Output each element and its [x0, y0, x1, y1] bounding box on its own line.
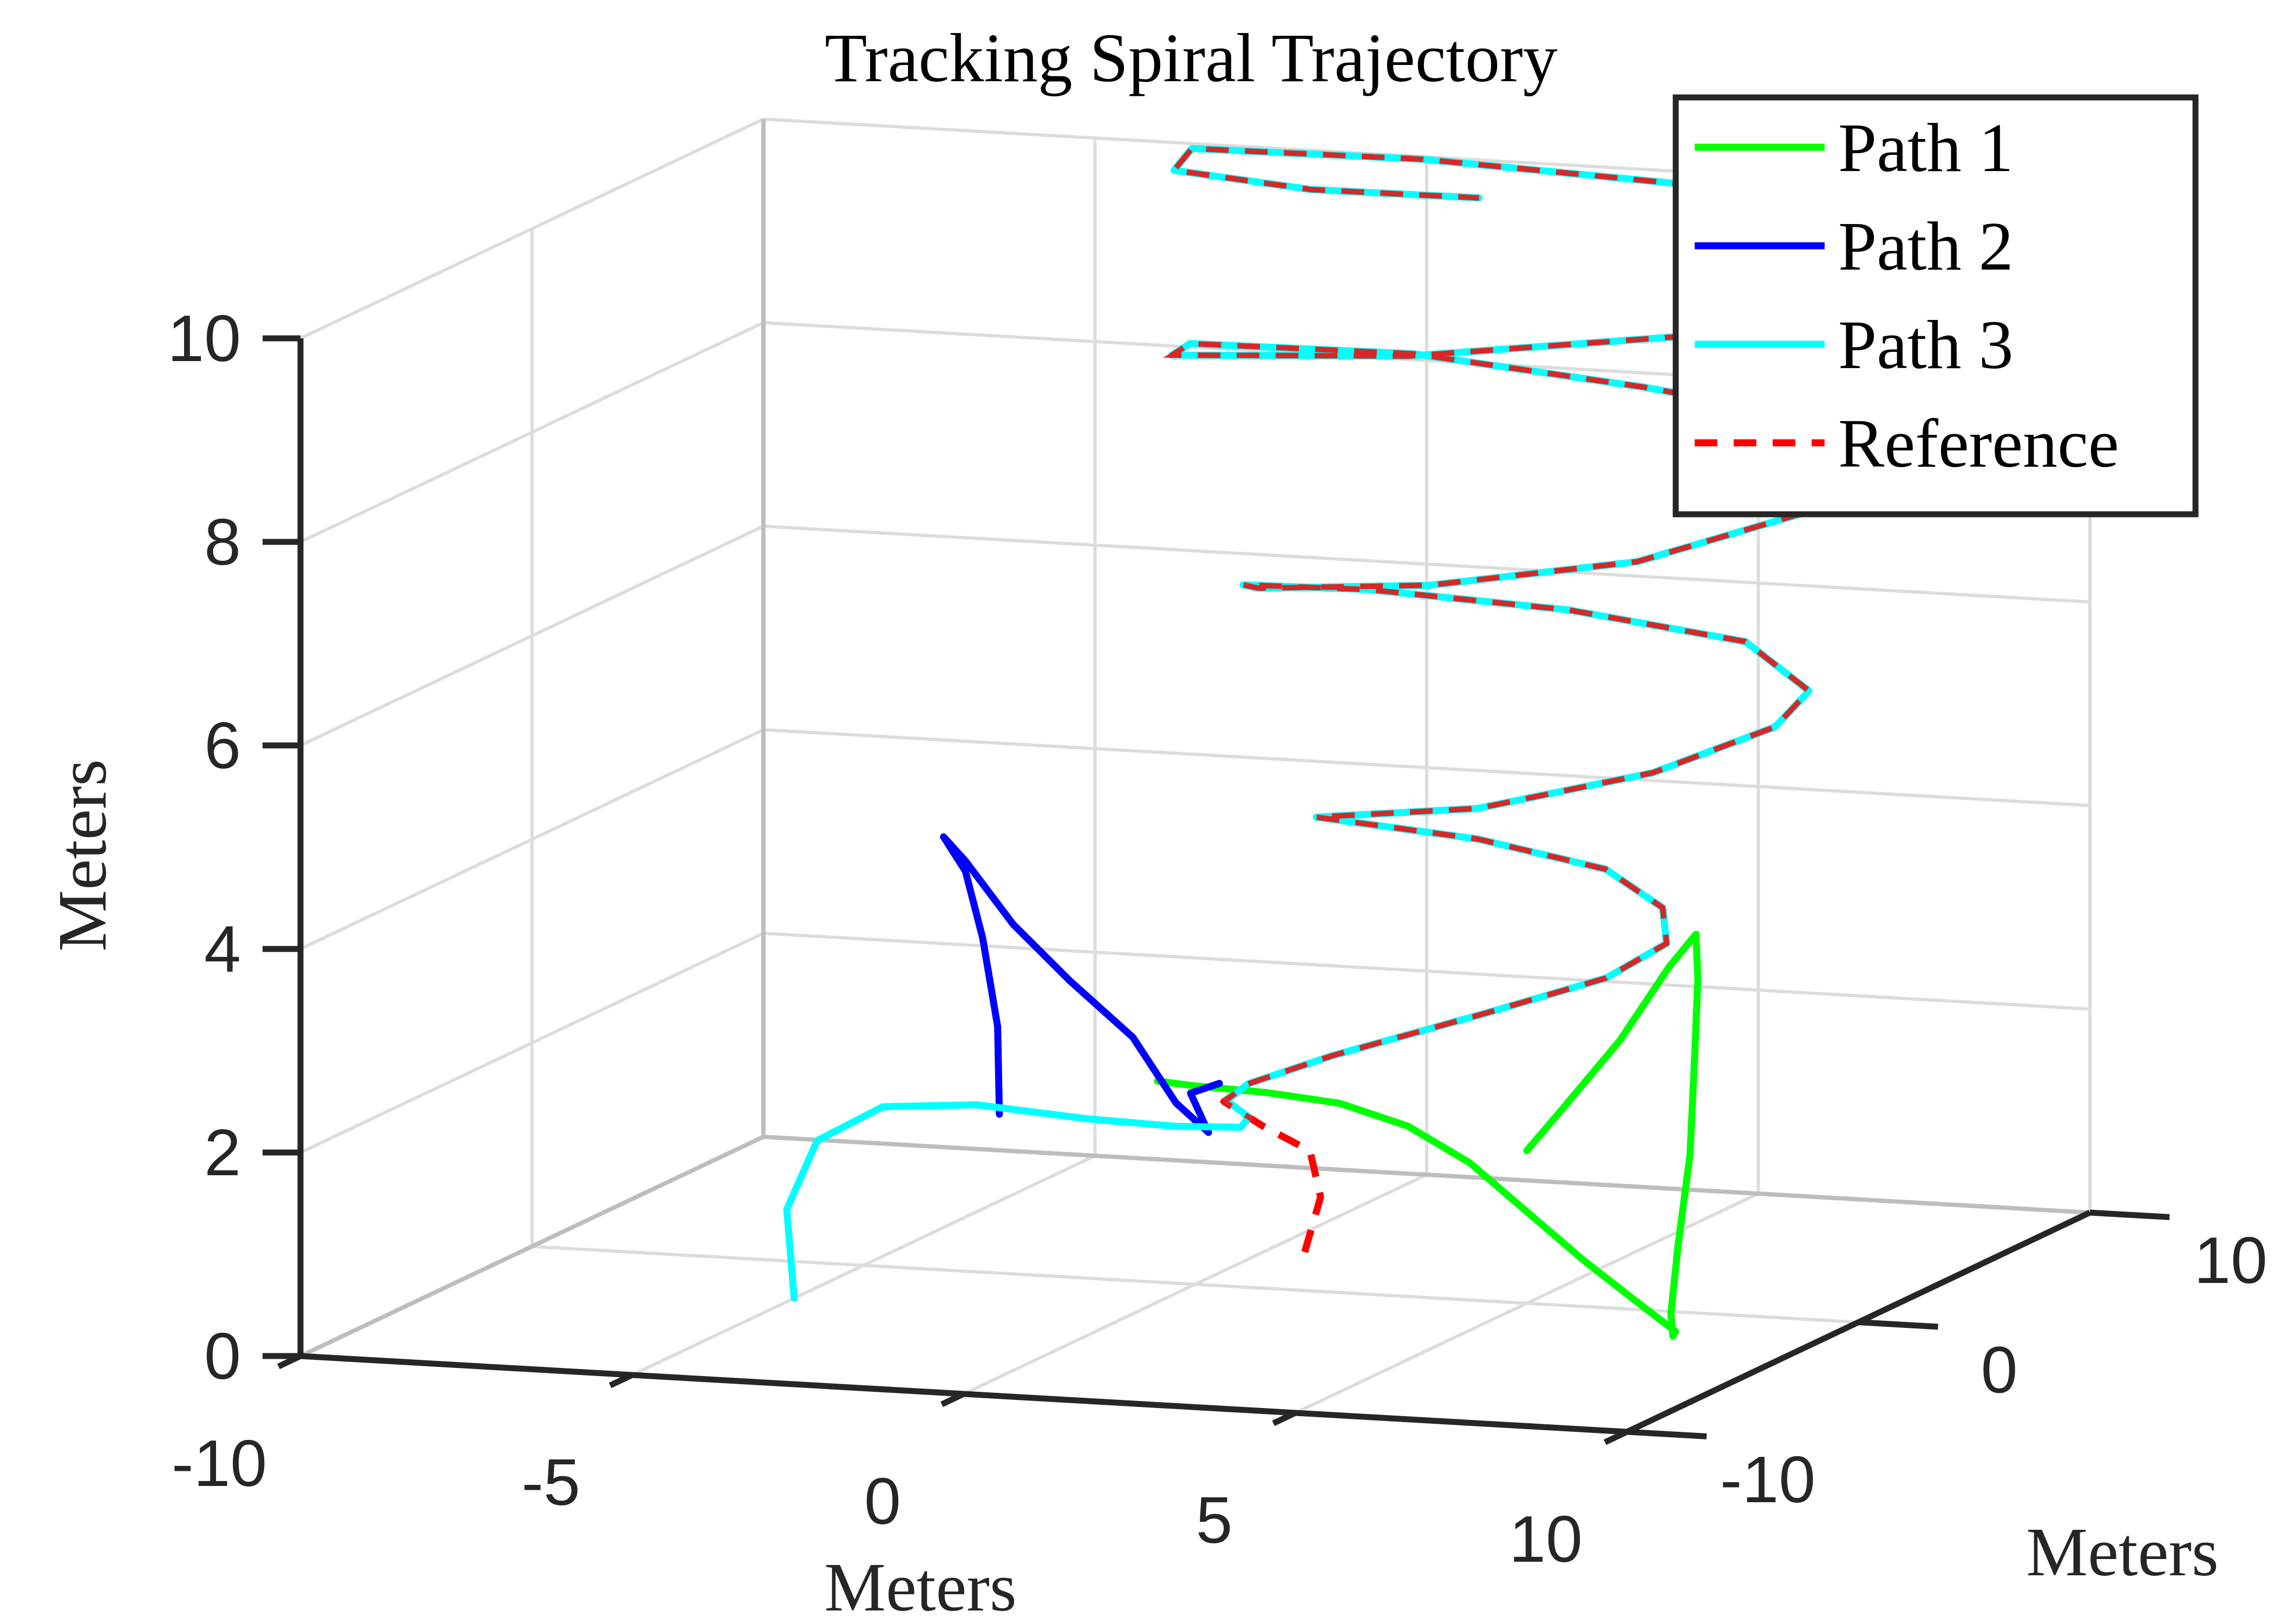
grid-line	[299, 117, 764, 340]
x-tick-label: 0	[864, 1464, 901, 1538]
z-tick-label: 6	[204, 709, 241, 782]
legend-label: Path 3	[1838, 306, 2014, 383]
x-tick-label: 5	[1196, 1483, 1233, 1557]
legend: Path 1 Path 2 Path 3 Reference	[1672, 94, 2199, 518]
x-tick-label: 10	[1509, 1502, 1583, 1576]
x-tick	[1604, 1429, 1629, 1445]
series-line-reference-overlay	[1163, 146, 1964, 1253]
grid-line	[299, 321, 764, 543]
legend-label: Path 2	[1838, 208, 2014, 285]
x-axis-label: Meters	[824, 1549, 1016, 1624]
x-tick-label: -5	[521, 1445, 580, 1519]
x-tick	[609, 1372, 633, 1389]
x-tick-label: -10	[172, 1426, 267, 1500]
legend-label: Reference	[1838, 405, 2119, 482]
series-line-path-1	[1154, 931, 1702, 1340]
back-corner-edge	[763, 1135, 2090, 1215]
y-tick-label: -10	[1720, 1443, 1815, 1516]
z-axis-label: Meters	[44, 759, 121, 951]
series-line-path-2	[940, 833, 1223, 1136]
y-axis-label: Meters	[2026, 1514, 2218, 1590]
y-tick-label: 10	[2194, 1223, 2268, 1297]
axes: -10 -5 0 5 10 -10 0 10 0 2 4 6 8 10	[167, 302, 2268, 1576]
back-corner-edge	[299, 1135, 764, 1358]
z-tick-label: 4	[204, 912, 241, 986]
legend-label: Path 1	[1838, 109, 2014, 186]
grid-line	[299, 728, 764, 951]
z-tick-label: 2	[204, 1116, 241, 1189]
y-tick	[1626, 1429, 1707, 1439]
z-tick-label: 8	[204, 505, 241, 579]
grid-line	[763, 728, 2090, 807]
z-tick-label: 0	[204, 1319, 241, 1393]
grid-line	[299, 525, 764, 747]
x-tick	[1272, 1410, 1297, 1426]
grid-line	[299, 932, 764, 1154]
y-tick	[1858, 1319, 1938, 1330]
y-tick	[2089, 1209, 2170, 1220]
x-tick	[940, 1391, 965, 1407]
grid-line	[763, 525, 2090, 604]
grid-line	[532, 1245, 1859, 1324]
z-tick-label: 10	[167, 302, 241, 375]
y-tick-label: 0	[1981, 1333, 2018, 1407]
chart-title: Tracking Spiral Trajectory	[825, 19, 1557, 96]
legend-box	[1672, 94, 2199, 518]
